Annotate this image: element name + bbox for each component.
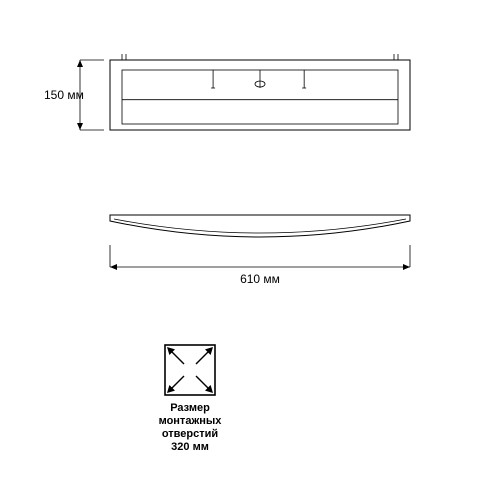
mounting-caption-line: Размер xyxy=(170,402,210,414)
side-view: 150 мм xyxy=(44,54,410,130)
mounting-icon: Размермонтажныхотверстий320 мм xyxy=(159,345,223,453)
mounting-caption-line: отверстий xyxy=(162,428,218,440)
width-label: 610 мм xyxy=(240,272,280,286)
technical-drawing: 150 мм 610 мм Размермонтажныхотверстий320 … xyxy=(0,0,500,500)
mounting-caption-line: 320 мм xyxy=(171,441,209,453)
height-label: 150 мм xyxy=(44,88,84,102)
mounting-caption-line: монтажных xyxy=(159,415,223,427)
front-view: 610 мм xyxy=(110,215,410,286)
